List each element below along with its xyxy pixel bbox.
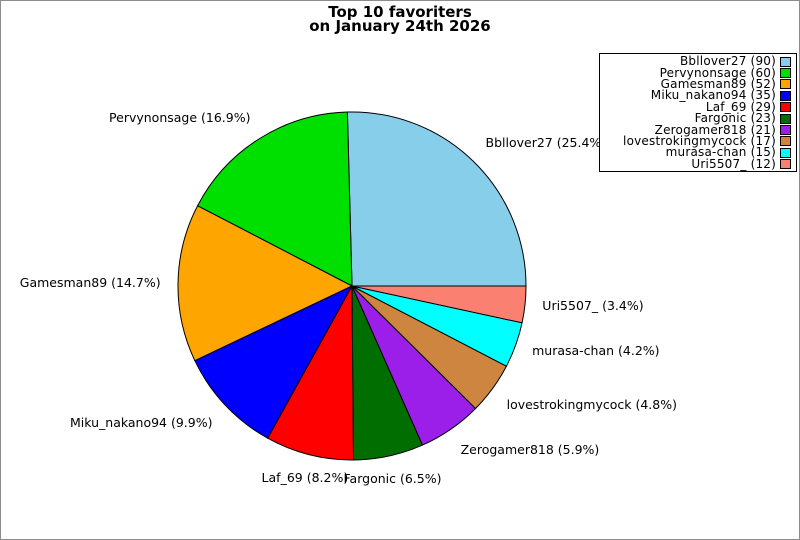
pie-slice-Gamesman89 [177,205,353,362]
legend-rows: Bbllover27 (90) Pervynonsage (60) Gamesman… [600,54,796,171]
pie-slice-Miku_nakano94 [194,285,353,439]
legend-swatch-icon [780,113,791,124]
pie-slice-Laf_69 [267,285,355,461]
legend-label: Pervynonsage (60) [659,65,776,80]
legend-item-murasa-chan: murasa-chan (15) [600,145,796,160]
legend-swatch-icon [780,136,791,147]
legend-label: Miku_nakano94 (35) [650,88,776,103]
legend-item-Fargonic: Fargonic (23) [600,111,796,126]
legend-swatch-icon [780,125,791,136]
legend-swatch-icon [780,102,791,113]
pie-slice-Bbllover27 [346,111,527,287]
legend-swatch-icon [780,56,791,67]
legend-label: Zerogamer818 (21) [654,122,776,137]
legend-swatch-icon [780,159,791,170]
legend-label: lovestrokingmycock (17) [623,133,776,148]
legend-swatch-icon [780,68,791,79]
chart-title-line2: on January 24th 2026 [309,17,491,35]
legend-item-Miku_nakano94: Miku_nakano94 (35) [600,88,796,103]
legend-item-Bbllover27: Bbllover27 (90) [600,54,796,69]
legend-swatch-icon [780,90,791,101]
legend-label: Laf_69 (29) [705,99,776,114]
legend-label: Uri5507_ (12) [691,156,776,171]
legend-label: Gamesman89 (52) [660,76,776,91]
pie-slice-Pervynonsage [197,111,353,287]
legend-swatch-icon [780,79,791,90]
legend-label: Fargonic (23) [694,111,776,126]
legend-label: Bbllover27 (90) [680,54,776,69]
legend-item-Gamesman89: Gamesman89 (52) [600,76,796,91]
legend-item-Laf_69: Laf_69 (29) [600,99,796,114]
chart-title: Top 10 favoriters on January 24th 2026 [1,3,799,35]
legend-label: murasa-chan (15) [665,145,776,160]
legend-item-lovestrokingmycock: lovestrokingmycock (17) [600,133,796,148]
legend-item-Uri5507_: Uri5507_ (12) [600,156,796,171]
legend-swatch-icon [780,147,791,158]
legend-item-Zerogamer818: Zerogamer818 (21) [600,122,796,137]
pie-slice-Uri5507_ [351,285,527,324]
chart-title-line1: Top 10 favoriters [328,3,472,21]
legend-item-Pervynonsage: Pervynonsage (60) [600,65,796,80]
legend: Bbllover27 (90) Pervynonsage (60) Gamesman… [599,53,797,172]
